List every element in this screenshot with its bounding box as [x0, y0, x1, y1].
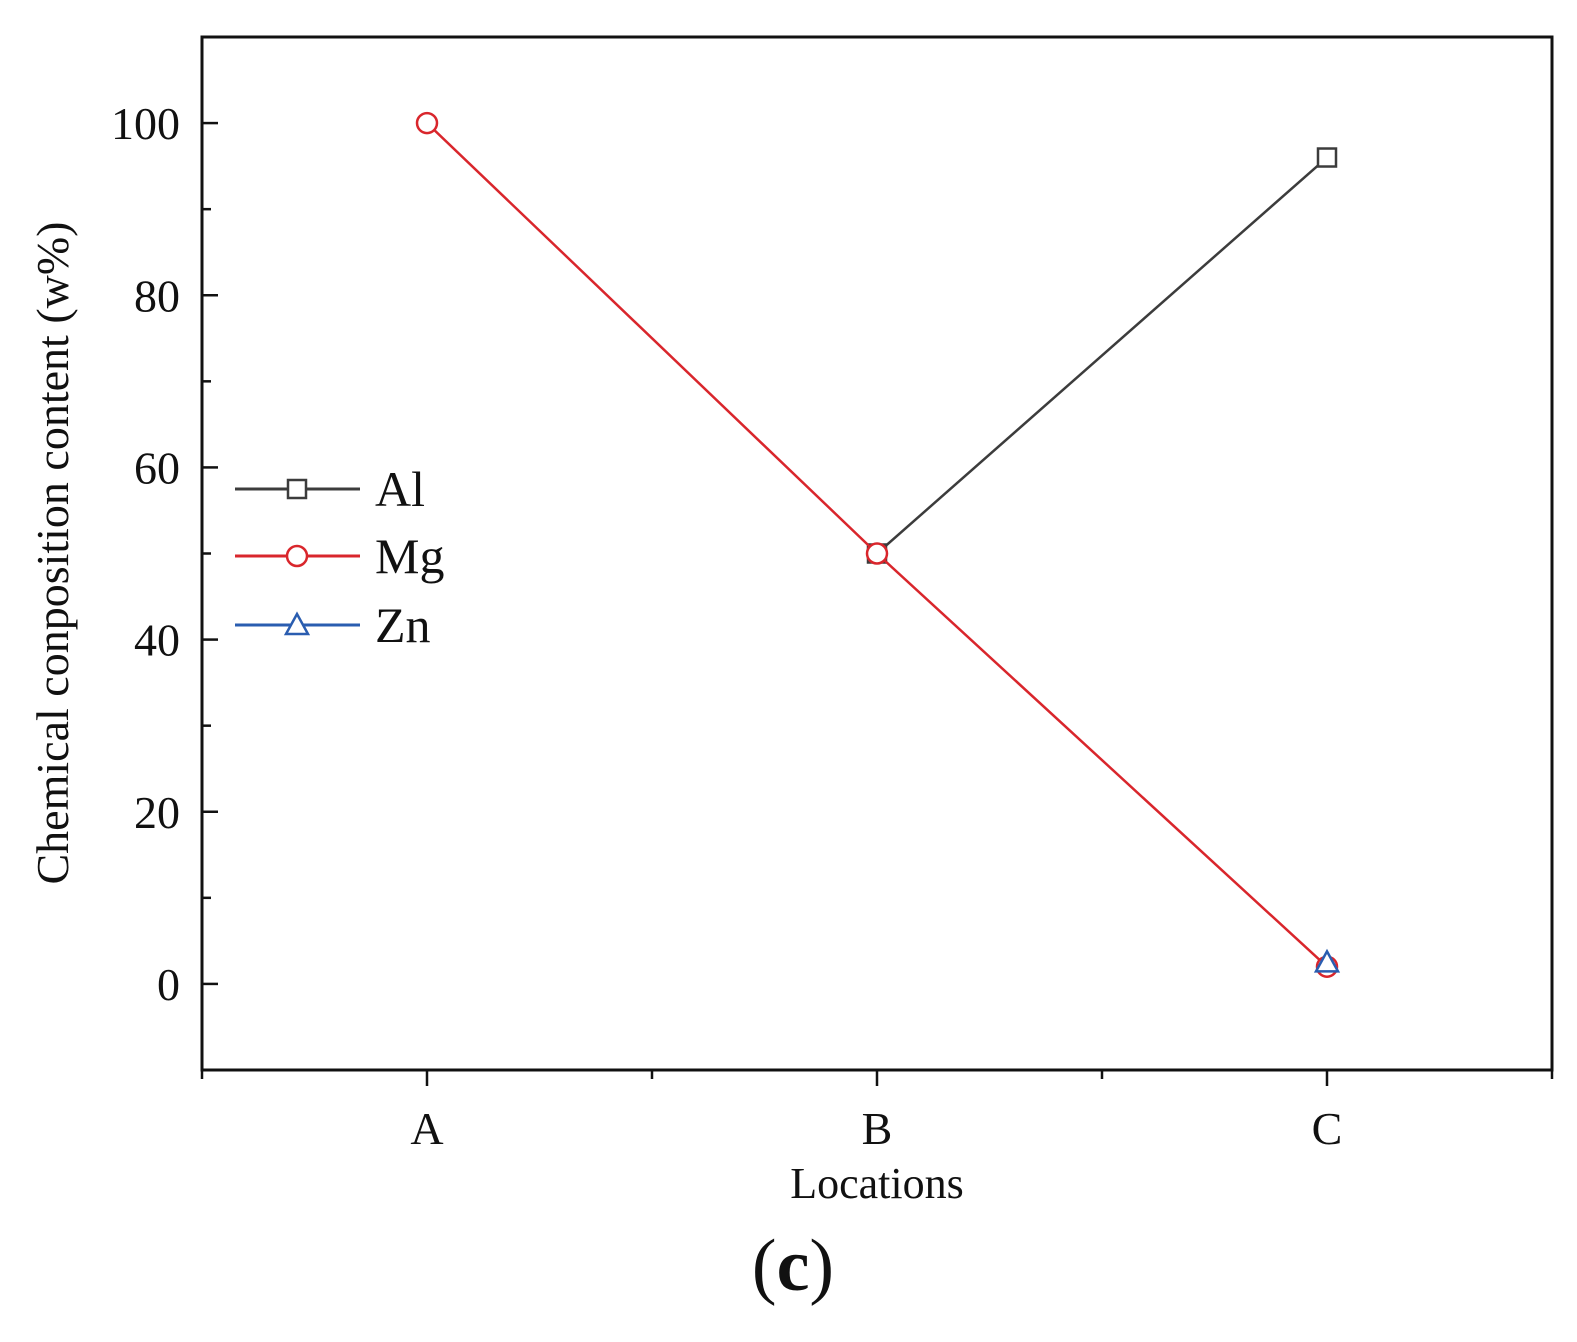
legend-marker-zn: [283, 611, 311, 636]
x-axis-label: Locations: [790, 1159, 964, 1208]
legend-marker-al: [286, 478, 308, 500]
series-line-al: [876, 156, 1328, 555]
y-ticks: 0 20 40 60 80 100: [111, 35, 218, 1072]
x-tick-label: C: [1312, 1103, 1343, 1154]
y-tick-label: 60: [134, 442, 180, 493]
y-axis-label: Chemical conposition content (w%): [27, 221, 78, 884]
panel-label-open: (: [752, 1225, 777, 1307]
x-ticks: A B C: [200, 1070, 1554, 1154]
legend-label-zn: Zn: [375, 597, 431, 653]
legend-marker-mg: [285, 544, 309, 568]
legend-label-al: Al: [375, 461, 425, 517]
series-al: [866, 147, 1338, 564]
series-group: [415, 111, 1341, 978]
x-tick-label: A: [410, 1103, 443, 1154]
legend-label-mg: Mg: [375, 528, 444, 584]
panel-label-close: ): [809, 1225, 834, 1307]
y-tick-label: 20: [134, 787, 180, 838]
y-tick-label: 80: [134, 270, 180, 321]
legend: Al Mg Zn: [235, 461, 444, 653]
x-tick-label: B: [862, 1103, 893, 1154]
series-zn: [1313, 948, 1341, 973]
series-mg: [415, 111, 1339, 978]
y-tick-label: 0: [157, 959, 180, 1010]
data-point-zn: [1313, 948, 1341, 973]
y-tick-label: 40: [134, 615, 180, 666]
panel-label-letter: c: [777, 1225, 810, 1307]
panel-label: (c): [752, 1225, 834, 1307]
data-point-mg: [415, 111, 439, 135]
y-tick-label: 100: [111, 98, 180, 149]
data-point-al: [1316, 147, 1338, 168]
data-point-mg: [865, 542, 889, 565]
